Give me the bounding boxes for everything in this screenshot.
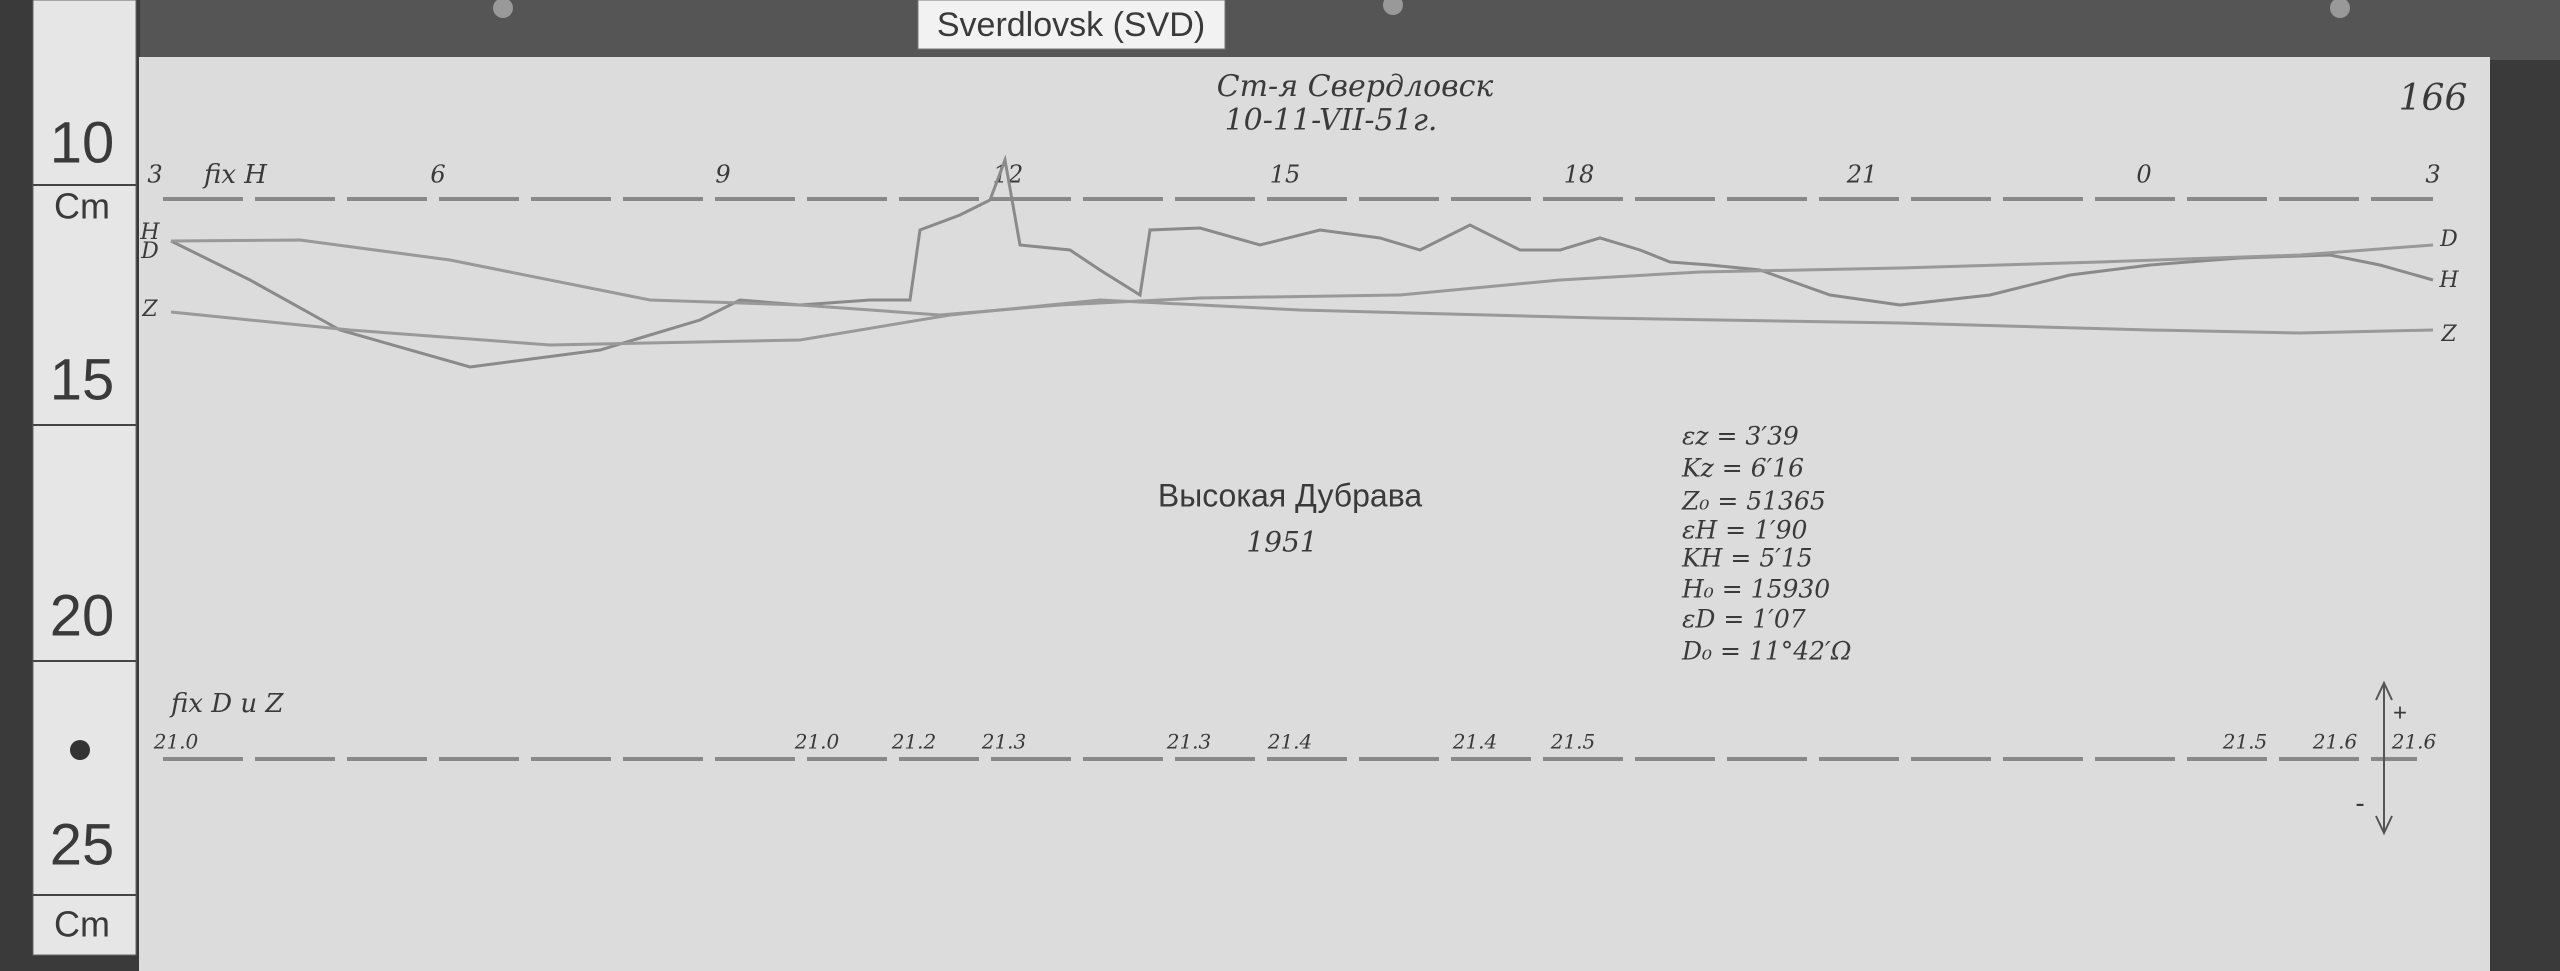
ruler-hole [70,740,90,760]
ruler-label: Cm [54,904,110,945]
year: 1951 [1246,526,1317,559]
hour-label: 9 [715,161,730,189]
paper [139,57,2490,971]
screw [493,0,513,18]
station: Ст-я Свердловск [1217,69,1494,104]
polarity-minus: - [2355,787,2364,818]
z-curve [170,298,2434,347]
curve-label: Z [141,297,158,322]
page-number: 166 [2399,78,2468,119]
ruler-label: 15 [50,347,115,412]
baseline-mark: 21.0 [794,730,840,754]
baseline-mark: 21.6 [2391,730,2437,754]
hour-label: 6 [430,161,445,189]
baseline-mark: 21.4 [1267,730,1313,754]
baseline-mark: 21.4 [1452,730,1498,754]
curves [170,154,2434,369]
constant: Z₀ = 51365 [1681,487,1826,516]
curve-label: Z [2440,322,2457,347]
constant: KH = 5′15 [1681,544,1813,573]
ruler-label: 10 [50,110,115,175]
time-axis-label: fix H [202,160,268,190]
constant: εD = 1′07 [1682,605,1806,634]
hour-label: 18 [1564,161,1595,189]
screw [1383,0,1403,15]
ruler-ticks [33,184,136,896]
curve-label: D [140,239,159,264]
ruler-label: 25 [50,812,115,877]
label-tag [917,0,1226,50]
baseline-mark: 21.2 [891,730,937,754]
curve-label: H [2438,268,2459,293]
baseline-mark: 21.5 [1550,730,1596,754]
d-curve [170,238,2434,317]
hour-label: 3 [147,161,162,189]
baseline-mark: 21.0 [153,730,199,754]
curve-label: D [2439,227,2458,252]
constant: εH = 1′90 [1682,516,1808,545]
baseline-mark: 21.5 [2222,730,2268,754]
baseline-label: fix D u Z [169,689,284,719]
hour-label: 3 [2425,161,2440,189]
baseline-mark: 21.6 [2312,730,2358,754]
curve-label: H [139,220,160,245]
polarity-plus: + [2393,699,2407,726]
ruler [32,0,137,956]
screw [2330,0,2350,18]
label-tag-text: Sverdlovsk (SVD) [937,6,1205,44]
ruler-label: 20 [50,583,115,648]
baseline-mark: 21.3 [981,730,1027,754]
constant: H₀ = 15930 [1681,575,1830,604]
arrow-heads [2375,680,2393,836]
board [140,0,2560,60]
constant: D₀ = 11°42′Ω [1681,637,1851,666]
date: 10-11-VII-51г. [1225,103,1438,138]
constant: Kz = 6′16 [1681,454,1804,483]
ruler-label: Cm [54,186,110,227]
hour-label: 0 [2136,161,2151,189]
hour-label: 21 [1846,161,1878,189]
hour-label: 15 [1270,161,1301,189]
baseline-mark: 21.3 [1166,730,1212,754]
constant: εz = 3′39 [1682,422,1799,451]
station-name: Высокая Дубрава [1158,477,1423,513]
